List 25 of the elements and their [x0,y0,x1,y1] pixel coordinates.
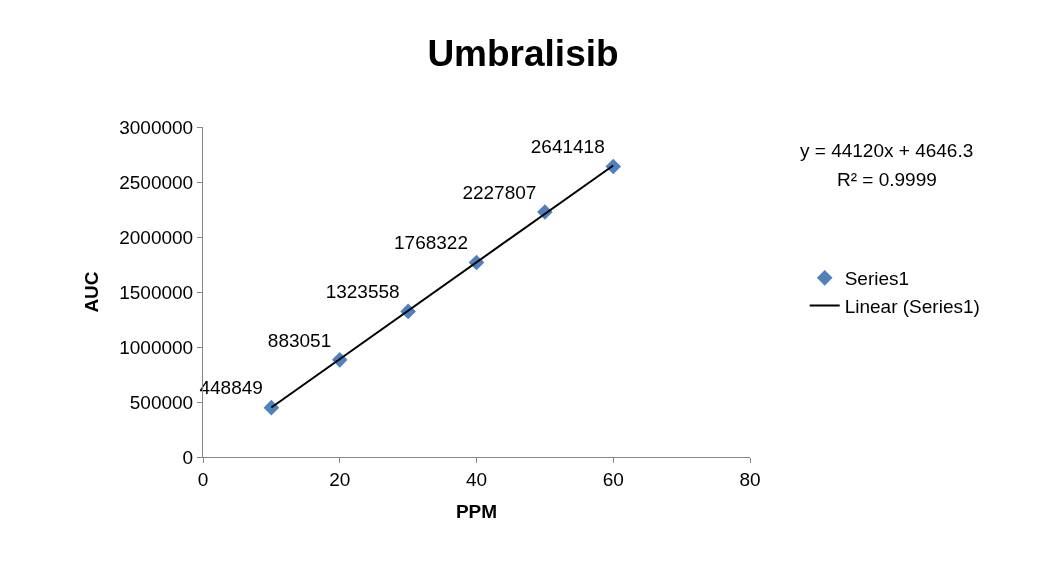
y-tick-label: 2000000 [119,226,194,248]
x-tick-label: 20 [329,468,351,490]
legend-label: Linear (Series1) [844,295,980,317]
chart-title: Umbralisib [427,33,619,75]
x-tick-label: 60 [602,468,624,490]
y-tick-label: 500000 [129,391,194,413]
data-label: 1323558 [325,281,400,303]
x-tick-label: 40 [465,468,488,490]
y-tick-label: 3000000 [119,116,194,138]
y-axis-title: AUC [81,271,103,313]
y-tick-label: 2500000 [119,171,194,193]
y-tick-label: 0 [182,446,194,468]
data-label: 2641418 [530,136,605,158]
data-label: 1768322 [394,232,468,254]
data-label: 448849 [199,377,263,399]
x-tick-label: 0 [197,468,209,490]
y-tick-label: 1500000 [119,281,194,303]
text: R² = 0.9999 [837,169,937,190]
x-axis-title: PPM [455,500,498,522]
x-tick-label: 80 [739,468,761,490]
data-label: 2227807 [462,181,537,203]
legend-label: Series1 [844,268,910,290]
y-tick-label: 1000000 [119,336,194,358]
data-label: 883051 [267,329,332,351]
text: y = 44120x + 4646.3 [800,140,974,161]
